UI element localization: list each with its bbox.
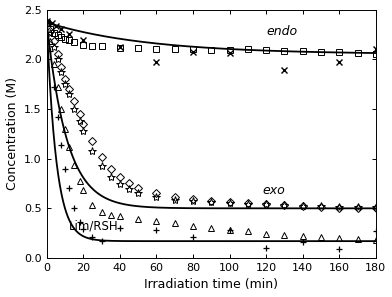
Text: Lim/RSH: Lim/RSH — [69, 220, 118, 233]
Y-axis label: Concentration (M): Concentration (M) — [5, 77, 18, 190]
Text: exo: exo — [263, 184, 285, 197]
Text: endo: endo — [266, 25, 297, 38]
X-axis label: Irradiation time (min): Irradiation time (min) — [144, 279, 278, 291]
